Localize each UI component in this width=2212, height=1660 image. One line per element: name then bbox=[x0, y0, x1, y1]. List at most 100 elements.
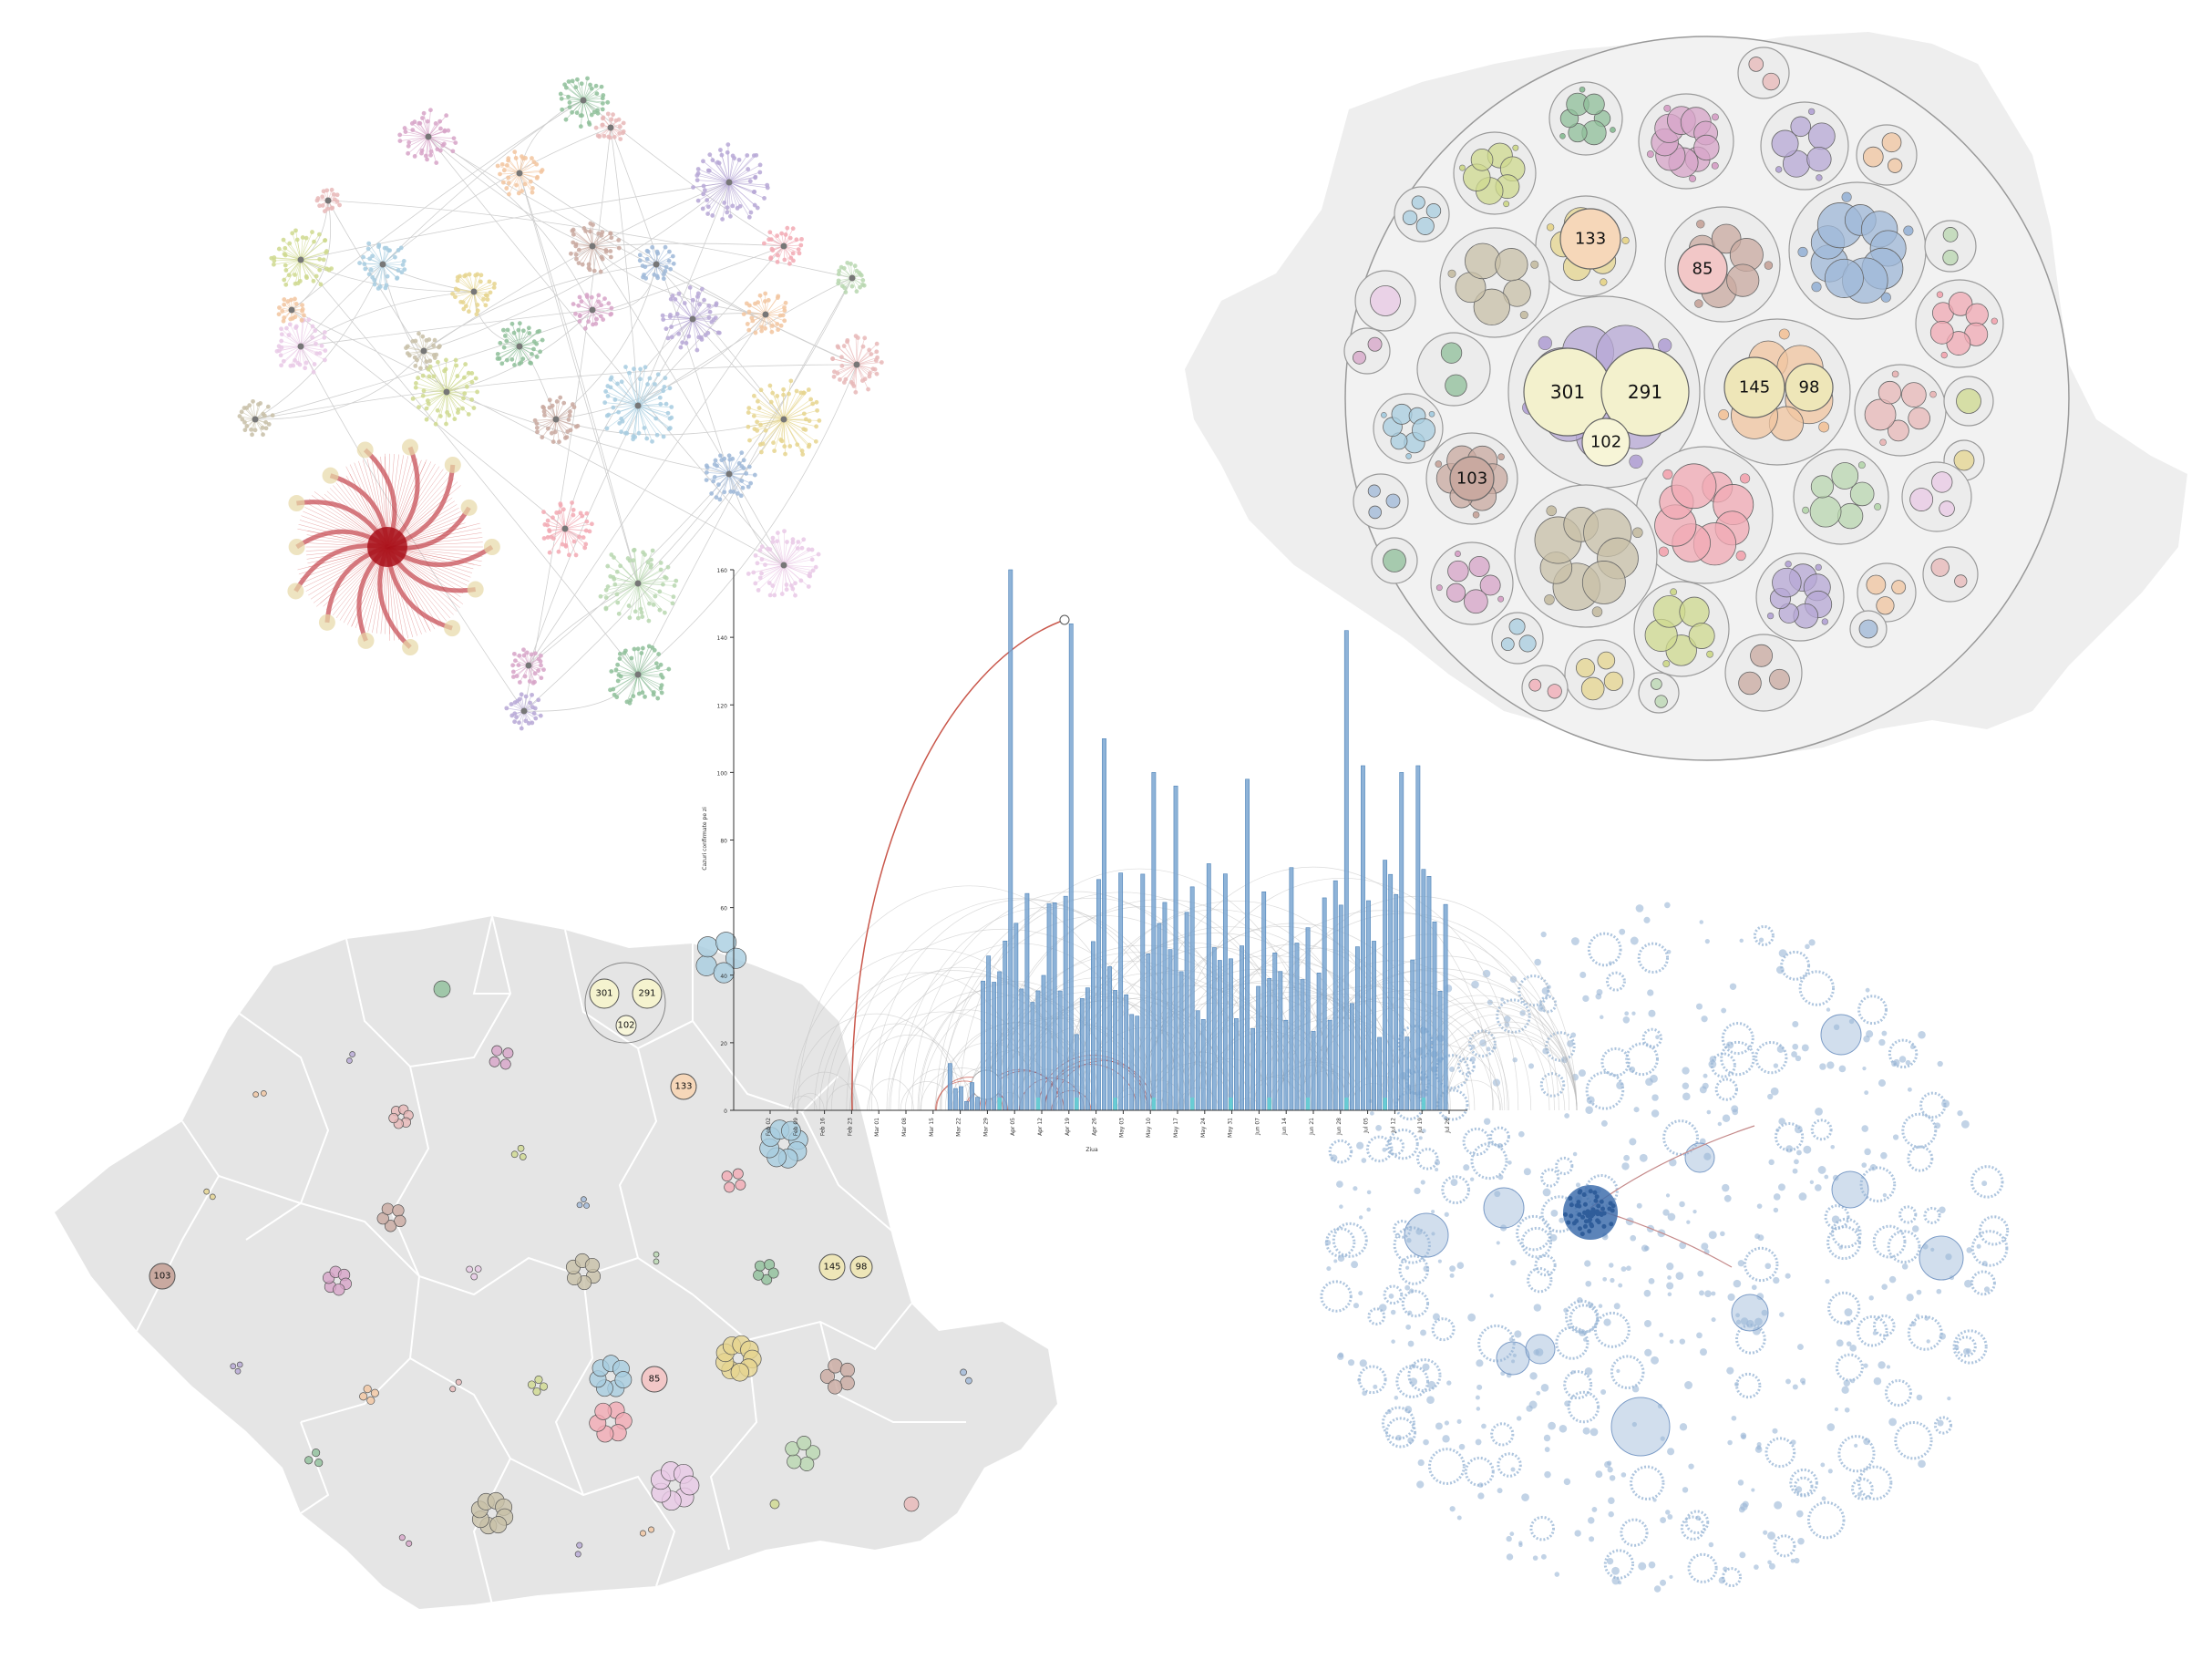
network-node bbox=[487, 279, 492, 284]
network-node bbox=[562, 82, 568, 88]
red-burst-tip bbox=[356, 441, 374, 459]
network-component bbox=[1393, 1226, 1431, 1264]
network-spoke bbox=[672, 318, 694, 338]
network-node bbox=[282, 252, 287, 257]
network-node bbox=[1701, 1016, 1708, 1023]
network-node bbox=[604, 413, 610, 418]
transmission-arc bbox=[1061, 933, 1373, 1111]
network-node bbox=[1613, 1303, 1620, 1310]
network-node bbox=[1817, 1166, 1826, 1174]
network-node bbox=[775, 253, 780, 258]
x-tick-label: Jul 05 bbox=[1363, 1118, 1370, 1134]
network-spoke bbox=[728, 171, 760, 183]
network-node bbox=[464, 384, 469, 389]
network-spoke bbox=[748, 407, 785, 420]
network-spoke bbox=[843, 345, 858, 366]
pack-cluster-circle bbox=[1495, 248, 1528, 282]
pack-group bbox=[1564, 639, 1635, 710]
daily-cases-bar bbox=[1410, 959, 1415, 1111]
network-node bbox=[1326, 1266, 1332, 1272]
network-node bbox=[370, 253, 375, 259]
pack-small-circle bbox=[1512, 144, 1519, 151]
network-node bbox=[704, 478, 709, 483]
network-component bbox=[1714, 1077, 1739, 1101]
network-spoke bbox=[715, 459, 730, 475]
pack-small-circle bbox=[1657, 338, 1672, 353]
network-hub bbox=[297, 343, 304, 350]
network-cluster bbox=[598, 547, 679, 624]
network-node bbox=[263, 426, 269, 431]
network-node bbox=[755, 205, 760, 211]
network-node bbox=[1529, 1372, 1538, 1380]
map-county-cluster bbox=[527, 1375, 549, 1397]
x-tick-label: Jun 28 bbox=[1336, 1118, 1343, 1136]
network-node bbox=[759, 544, 765, 550]
pack-small-circle bbox=[1472, 510, 1480, 519]
network-spoke bbox=[670, 298, 694, 320]
network-spoke bbox=[582, 99, 603, 110]
network-spoke bbox=[712, 160, 730, 183]
network-node bbox=[642, 273, 646, 277]
network-node bbox=[1596, 989, 1603, 995]
network-node bbox=[365, 246, 371, 252]
network-node bbox=[1773, 1193, 1781, 1201]
network-spoke bbox=[728, 164, 761, 183]
network-node bbox=[621, 120, 626, 126]
network-node bbox=[1394, 1396, 1399, 1400]
network-spoke bbox=[622, 405, 639, 422]
network-node bbox=[669, 415, 674, 420]
map-county-cluster bbox=[960, 1368, 972, 1385]
network-spoke bbox=[300, 320, 304, 347]
network-node bbox=[1657, 1403, 1663, 1409]
network-node bbox=[1618, 1581, 1622, 1585]
network-node bbox=[1608, 1497, 1615, 1505]
x-tick-label: Apr 05 bbox=[1010, 1118, 1016, 1136]
network-node bbox=[1844, 1308, 1853, 1317]
network-spoke bbox=[856, 337, 859, 366]
largest-component-node bbox=[1590, 1209, 1595, 1214]
network-node bbox=[584, 510, 590, 516]
network-cluster bbox=[608, 644, 672, 706]
network-spoke bbox=[680, 318, 694, 348]
network-node bbox=[1336, 1181, 1343, 1188]
network-node bbox=[573, 424, 579, 429]
network-spoke bbox=[697, 180, 730, 183]
network-node bbox=[656, 652, 662, 656]
network-node bbox=[616, 672, 622, 677]
network-spoke bbox=[427, 136, 454, 152]
network-spoke bbox=[637, 645, 650, 675]
network-node bbox=[1830, 1144, 1836, 1150]
map-cluster-circle bbox=[781, 1120, 801, 1141]
network-node bbox=[647, 601, 652, 606]
network-spoke bbox=[446, 386, 468, 393]
network-component bbox=[1680, 1515, 1706, 1541]
y-tick-label: 140 bbox=[717, 635, 728, 642]
network-node bbox=[288, 363, 293, 368]
network-component bbox=[1387, 1128, 1419, 1160]
largest-component-node bbox=[1596, 1203, 1601, 1209]
network-node bbox=[1494, 1191, 1501, 1198]
pack-small-circle bbox=[1455, 551, 1461, 557]
network-spoke bbox=[426, 391, 448, 409]
network-spoke bbox=[564, 528, 577, 556]
network-node bbox=[385, 273, 390, 279]
network-node bbox=[434, 160, 439, 166]
map-cluster-circle bbox=[574, 1551, 581, 1558]
network-component bbox=[1806, 1500, 1846, 1540]
network-node bbox=[451, 136, 457, 141]
network-node bbox=[1481, 1423, 1487, 1429]
network-node bbox=[1797, 1537, 1805, 1545]
network-spoke bbox=[727, 144, 730, 183]
red-burst-tip bbox=[483, 539, 500, 555]
network-node bbox=[761, 241, 766, 246]
map-cluster-circle bbox=[470, 1273, 478, 1281]
network-node bbox=[658, 662, 664, 667]
network-node bbox=[1720, 1231, 1725, 1237]
network-node bbox=[706, 303, 712, 308]
network-spoke bbox=[399, 134, 429, 138]
network-spoke bbox=[300, 345, 321, 354]
network-spoke bbox=[765, 418, 785, 431]
network-node bbox=[838, 376, 842, 382]
daily-cases-bar bbox=[1129, 1014, 1135, 1111]
daily-cases-bar bbox=[947, 1063, 952, 1111]
